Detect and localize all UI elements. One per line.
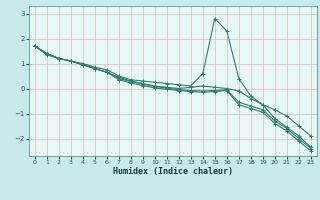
X-axis label: Humidex (Indice chaleur): Humidex (Indice chaleur) (113, 167, 233, 176)
